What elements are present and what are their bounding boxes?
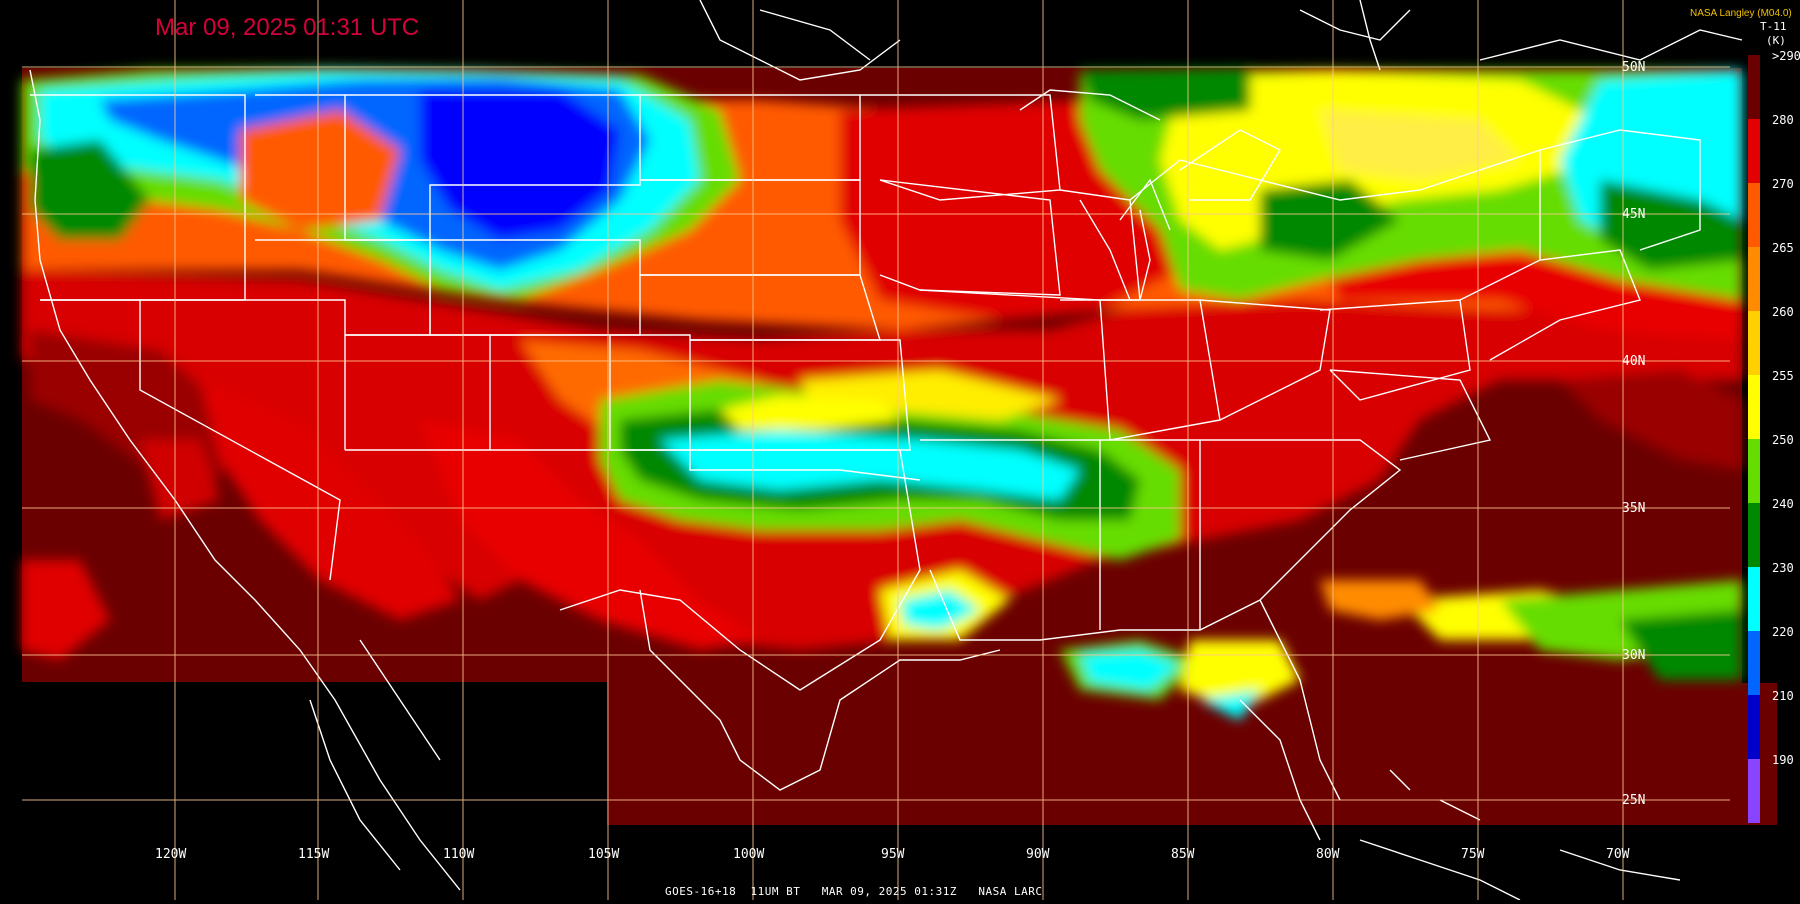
lon-label: 120W: [155, 847, 186, 862]
lon-label: 95W: [881, 847, 905, 862]
latitude-labels: 50N 45N 40N 35N 30N 25N: [1622, 60, 1645, 808]
colorbar-tick-label: 210: [1772, 689, 1794, 703]
colorbar-tick-label: 220: [1772, 625, 1794, 639]
colorbar-tick-label: >290: [1772, 49, 1800, 63]
lat-label: 30N: [1622, 648, 1645, 663]
temperature-colorbar: >290 280 270 265 260 255 250 240 230 220 210 190: [1748, 49, 1800, 823]
lon-label: 100W: [733, 847, 764, 862]
colorbar-tick-label: 260: [1772, 305, 1794, 319]
longitude-labels: 120W 115W 110W 105W 100W 95W 90W 85W 80W…: [155, 847, 1630, 862]
colorbar-tick-label: 255: [1772, 369, 1794, 383]
colorbar-swatch: [1748, 631, 1760, 695]
colorbar-swatch: [1748, 759, 1760, 823]
colorbar-swatch: [1748, 311, 1760, 375]
colorbar-tick-label: 270: [1772, 177, 1794, 191]
colorbar-tick-label: 190: [1772, 753, 1794, 767]
colorbar-swatch: [1748, 247, 1760, 311]
unit-label: (K): [1766, 34, 1786, 47]
lat-label: 35N: [1622, 501, 1645, 516]
lat-label: 40N: [1622, 354, 1645, 369]
colorbar-tick-label: 230: [1772, 561, 1794, 575]
lon-label: 85W: [1171, 847, 1195, 862]
source-credit: NASA Langley (M04.0): [1690, 8, 1792, 19]
colorbar-tick-label: 240: [1772, 497, 1794, 511]
colorbar-swatch: [1748, 183, 1760, 247]
southern-region: [607, 683, 1777, 825]
lon-label: 90W: [1026, 847, 1050, 862]
lon-label: 110W: [443, 847, 474, 862]
colorbar-tick-label: 280: [1772, 113, 1794, 127]
colorbar-tick-label: 250: [1772, 433, 1794, 447]
lon-label: 75W: [1461, 847, 1485, 862]
colorbar-swatch: [1748, 55, 1760, 119]
colorbar-swatch: [1748, 375, 1760, 439]
lat-label: 50N: [1622, 60, 1645, 75]
product-label: T-11: [1760, 20, 1787, 33]
colorbar-tick-label: 265: [1772, 241, 1794, 255]
colorbar-swatch: [1748, 439, 1760, 503]
boundary-lines: [29, 0, 1743, 901]
colorbar-swatch: [1748, 119, 1760, 183]
lat-label: 45N: [1622, 207, 1645, 222]
lon-label: 80W: [1316, 847, 1340, 862]
lon-label: 115W: [298, 847, 329, 862]
colorbar-swatch: [1748, 503, 1760, 567]
colorbar-swatch: [1748, 567, 1760, 631]
lat-label: 25N: [1622, 793, 1645, 808]
graticule: [22, 0, 1730, 900]
timestamp-title: Mar 09, 2025 01:31 UTC: [155, 14, 420, 41]
colorbar-swatch: [1748, 695, 1760, 759]
lon-label: 105W: [588, 847, 619, 862]
lon-label: 70W: [1606, 847, 1630, 862]
footer-caption: GOES-16+18 11UM BT MAR 09, 2025 01:31Z N…: [665, 885, 1043, 898]
temperature-field: [0, 68, 1777, 900]
